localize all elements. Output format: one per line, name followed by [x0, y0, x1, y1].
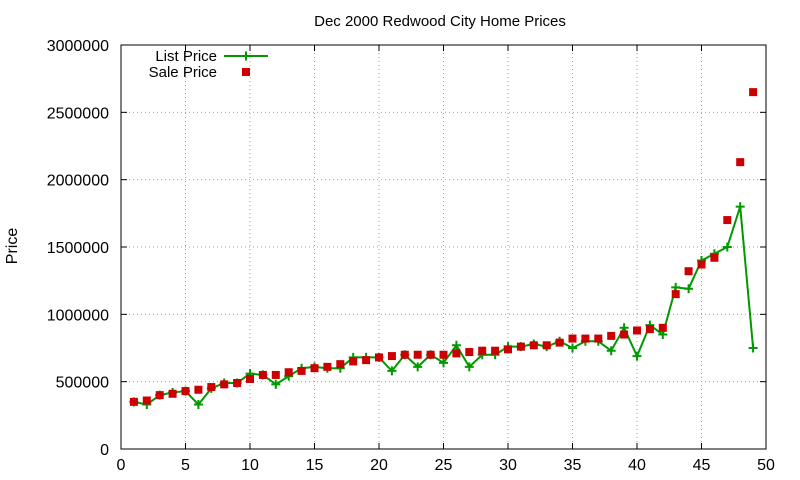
x-tick-label: 10 [241, 457, 259, 474]
sale-price-point [220, 380, 229, 389]
sale-price-point [439, 350, 448, 359]
sale-price-point [581, 334, 590, 343]
x-tick-label: 25 [435, 457, 453, 474]
sale-price-point [491, 346, 500, 355]
list-price-point [193, 400, 203, 410]
x-tick-label: 5 [181, 457, 190, 474]
chart-title: Dec 2000 Redwood City Home Prices [314, 13, 566, 30]
list-price-point [413, 362, 423, 372]
list-price-point [748, 343, 758, 353]
list-price-point [464, 362, 474, 372]
legend-label-list-price: List Price [155, 48, 217, 65]
y-axis-label: Price [4, 228, 21, 265]
sale-price-point [310, 364, 319, 373]
list-price-point [722, 242, 732, 252]
sale-price-point [258, 370, 267, 379]
sale-price-point [516, 342, 525, 351]
y-tick-label: 3000000 [47, 38, 109, 55]
y-tick-label: 500000 [56, 375, 109, 392]
sale-price-point [297, 366, 306, 375]
list-price-point [684, 284, 694, 294]
sale-price-point [710, 253, 719, 262]
sale-price-point [375, 353, 383, 362]
sale-price-point [400, 350, 409, 359]
legend: List Price Sale Price [149, 48, 268, 81]
sale-price-point [271, 370, 280, 379]
x-tick-label: 50 [757, 457, 775, 474]
x-tick-label: 0 [117, 457, 126, 474]
sale-price-point [671, 290, 680, 299]
sale-price-point [633, 326, 641, 335]
sale-price-point [504, 345, 512, 354]
sale-price-point [645, 325, 654, 334]
sale-price-point [620, 330, 629, 339]
sale-price-point [142, 396, 151, 405]
sale-price-point [284, 368, 293, 377]
sale-price-point [568, 334, 577, 343]
sale-price-point [246, 374, 254, 383]
sale-price-point [168, 389, 177, 398]
sale-price-point [155, 391, 164, 400]
list-price-point [271, 379, 281, 389]
y-tick-label: 1500000 [47, 240, 109, 257]
list-price-point [735, 202, 745, 212]
sale-price-point [336, 360, 345, 369]
axes: 0 5 10 15 20 25 30 35 40 45 50 0 500000 1000000 150000… [47, 38, 775, 474]
sale-price-point [478, 346, 487, 355]
x-tick-label: 45 [693, 457, 711, 474]
x-tick-label: 30 [499, 457, 517, 474]
y-tick-label: 2500000 [47, 105, 109, 122]
sale-price-point [181, 387, 190, 396]
sale-price-point [542, 341, 551, 350]
list-price-point [439, 358, 448, 368]
sale-price-point [684, 267, 693, 276]
sale-price-point [413, 350, 422, 359]
y-tick-label: 1000000 [47, 307, 109, 324]
x-tick-label: 35 [564, 457, 582, 474]
sale-price-point [129, 397, 138, 406]
x-tick-label: 15 [306, 457, 324, 474]
list-price-point [632, 351, 642, 361]
sale-price-point [387, 352, 396, 361]
sale-price-point [233, 379, 242, 388]
sale-price-point [594, 334, 603, 343]
x-tick-label: 40 [628, 457, 646, 474]
sale-price-point [697, 260, 706, 269]
sale-price-point [529, 341, 538, 350]
grid-lines [121, 45, 766, 449]
list-price-point [451, 340, 461, 350]
sale-price-point [749, 88, 758, 97]
sale-price-point [452, 349, 461, 358]
sale-price-point [426, 350, 435, 359]
sale-price-point [207, 383, 216, 392]
legend-marker-list-price [241, 51, 251, 61]
legend-label-sale-price: Sale Price [149, 64, 217, 81]
list-price-point [568, 343, 577, 353]
sale-price-point [555, 338, 564, 347]
legend-marker-sale-price [242, 68, 250, 76]
sale-price-point [323, 362, 332, 371]
x-tick-label: 20 [370, 457, 388, 474]
list-price-point [387, 366, 397, 376]
data-series [129, 88, 758, 410]
sale-price-point [658, 323, 667, 332]
sale-price-point [723, 216, 732, 225]
list-price-point [606, 346, 616, 356]
sale-price-point [349, 357, 358, 366]
sale-price-point [194, 385, 203, 394]
y-tick-label: 2000000 [47, 173, 109, 190]
sale-price-point [362, 356, 371, 365]
sale-price-point [607, 331, 616, 340]
sale-price-point [736, 158, 745, 167]
y-tick-label: 0 [100, 442, 109, 459]
sale-price-point [465, 348, 474, 357]
